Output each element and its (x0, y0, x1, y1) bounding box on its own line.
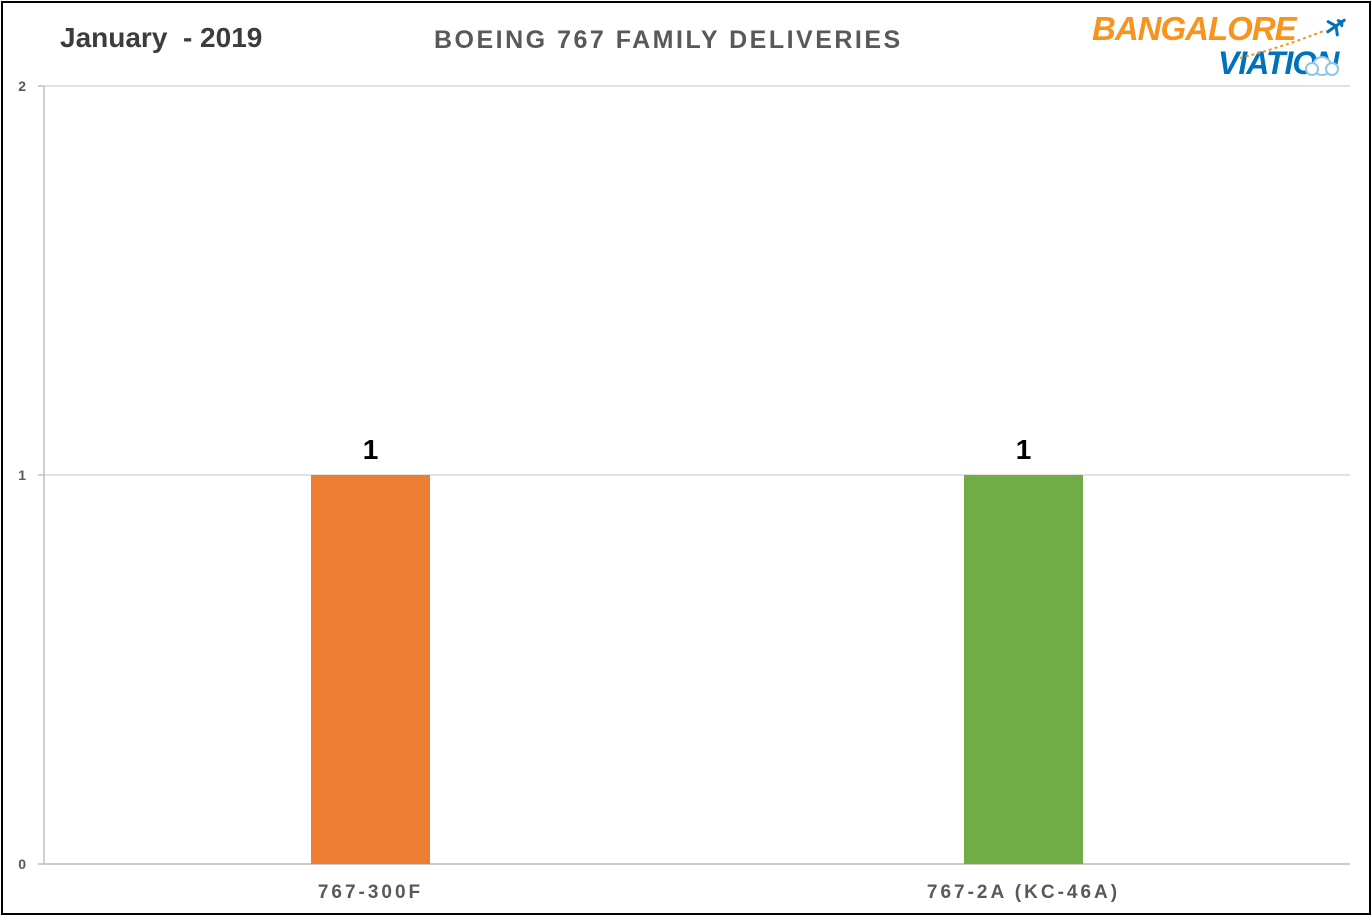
date-label: January - 2019 (60, 22, 263, 53)
cloud-icon (1305, 56, 1339, 76)
data-label: 1 (363, 434, 379, 465)
data-label: 1 (1016, 434, 1032, 465)
y-tick-label: 1 (18, 467, 26, 483)
flight-path-icon (1239, 29, 1327, 59)
y-tick-label: 2 (18, 78, 26, 94)
bangalore-aviation-logo: BANGALORE VIATION (1092, 10, 1346, 80)
bars (311, 475, 1083, 864)
logo-text-line1: BANGALORE (1092, 10, 1298, 47)
x-tick-label: 767-300F (318, 882, 423, 903)
bar (964, 475, 1083, 864)
bar (311, 475, 430, 864)
x-tick-label: 767-2A (KC-46A) (927, 882, 1120, 903)
airplane-icon (1326, 18, 1346, 37)
labels: 0 1 2 1 767-300F 1 767-2A (KC-46A) (18, 78, 1120, 903)
gridlines (44, 85, 1350, 865)
axes (38, 85, 1350, 865)
chart-title: BOEING 767 FAMILY DELIVERIES (434, 26, 903, 54)
y-tick-label: 0 (18, 856, 26, 872)
